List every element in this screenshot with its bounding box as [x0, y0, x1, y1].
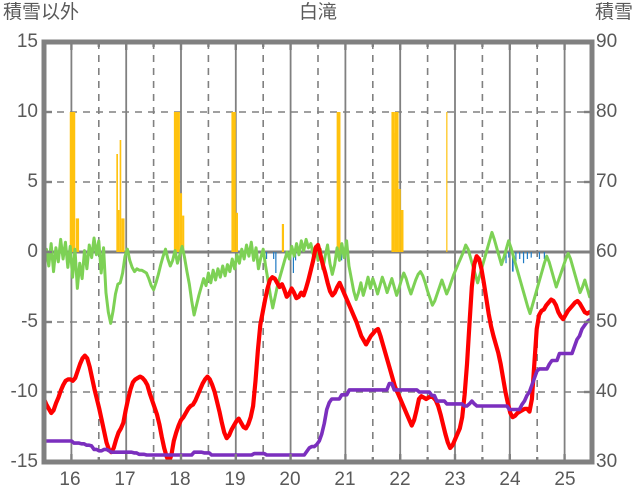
- y-right-tick: 90: [596, 31, 618, 52]
- y-left-tick: -5: [21, 311, 38, 332]
- precip-bar: [117, 210, 120, 252]
- y-right-tick: 30: [596, 451, 618, 472]
- precip-bar: [398, 189, 401, 252]
- snowfall-bar: [526, 252, 528, 259]
- precip-bar: [179, 193, 183, 252]
- snowfall-bar: [292, 252, 294, 273]
- humidity-line: [42, 230, 594, 325]
- precip-bar: [400, 210, 404, 252]
- snowfall-bar: [265, 252, 268, 259]
- y-left-tick: 5: [27, 171, 38, 192]
- y-right-tick: 40: [596, 381, 618, 402]
- temperature-line: [41, 242, 595, 465]
- snowdepth-line: [42, 318, 594, 457]
- precip-bar: [116, 154, 118, 252]
- axis-frame: [41, 39, 595, 465]
- y-right-tick: 60: [596, 241, 618, 262]
- x-tick: 25: [554, 469, 576, 490]
- y-left-tick: -15: [10, 451, 38, 472]
- left-axis-title: 積雪以外: [3, 2, 80, 23]
- precip-bar: [394, 112, 399, 252]
- snowfall-bar: [515, 252, 517, 262]
- snowfall-bar: [511, 252, 514, 272]
- y-right-tick: 70: [596, 171, 618, 192]
- y-right-tick: 50: [596, 311, 618, 332]
- precip-bar: [69, 112, 76, 252]
- precip-bar: [173, 112, 180, 252]
- precip-bar: [336, 112, 341, 252]
- snowfall-bar: [530, 252, 532, 258]
- precip-bar: [75, 218, 80, 252]
- x-tick: 24: [499, 469, 521, 490]
- precip-bar: [182, 215, 185, 252]
- y-right-tick: 80: [596, 101, 618, 122]
- series-layer: [41, 112, 595, 465]
- snowfall-bar: [508, 252, 510, 258]
- x-tick: 17: [114, 469, 136, 490]
- precip-bar: [281, 224, 285, 252]
- x-tick: 18: [169, 469, 191, 490]
- right-axis-title: 積雪: [594, 2, 633, 23]
- precip-bar: [235, 212, 238, 252]
- page-title: 白滝: [298, 2, 337, 23]
- y-left-tick: 15: [16, 31, 38, 52]
- x-tick: 19: [224, 469, 246, 490]
- precip-bar: [446, 112, 448, 252]
- y-left-tick: 10: [16, 101, 38, 122]
- snowfall-bar: [273, 252, 275, 259]
- precip-bar: [338, 140, 341, 252]
- x-tick: 21: [334, 469, 356, 490]
- y-left-tick: 0: [27, 241, 38, 262]
- snowfall-bar: [538, 252, 541, 259]
- precip-bar: [393, 133, 395, 252]
- y-left-tick: -10: [10, 381, 38, 402]
- snowfall-bar: [543, 252, 545, 259]
- snowfall-bar: [519, 252, 521, 259]
- x-tick: 23: [444, 469, 466, 490]
- x-tick: 22: [389, 469, 411, 490]
- snowfall-bar: [522, 252, 525, 264]
- x-tick: 16: [59, 469, 81, 490]
- snowfall-bar: [505, 252, 507, 264]
- precip-bar: [119, 140, 122, 252]
- snowfall-bar: [341, 252, 343, 261]
- snowfall-bar: [275, 252, 277, 273]
- x-tick: 20: [279, 469, 301, 490]
- precip-bar: [391, 112, 395, 252]
- precip-bar: [231, 112, 236, 252]
- precip-bar: [121, 218, 125, 252]
